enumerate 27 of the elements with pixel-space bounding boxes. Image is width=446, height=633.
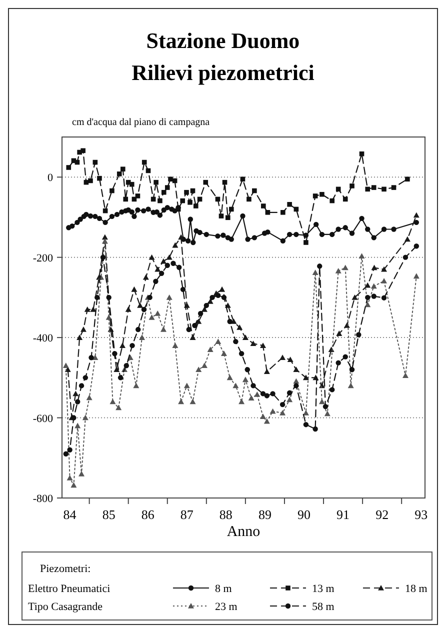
chart-title: Stazione Duomo <box>146 28 300 53</box>
x-tick-label: 89 <box>258 507 272 522</box>
y-tick-label: 0 <box>48 172 54 184</box>
text: Elettro Pneumatici <box>28 583 110 595</box>
text: Tipo Casagrande <box>28 601 103 613</box>
y-tick-label: -600 <box>32 412 54 425</box>
legend-label: 13 m <box>312 583 335 595</box>
x-tick-label: 88 <box>219 507 232 522</box>
x-tick-label: 91 <box>336 507 350 522</box>
x-tick-label: 90 <box>298 507 310 522</box>
x-tick-label: 93 <box>414 507 428 522</box>
x-tick-label: 92 <box>376 507 389 522</box>
legend-title: Piezometri: <box>40 563 91 575</box>
x-axis-title: Anno <box>226 524 260 540</box>
chart-subtitle: Rilievi piezometrici <box>132 60 314 85</box>
legend-label: 18 m <box>405 583 428 595</box>
y-axis-title: cm d'acqua dal piano di campagna <box>72 117 210 128</box>
legend-label: 58 m <box>312 601 335 613</box>
x-tick-label: 84 <box>63 507 77 522</box>
y-tick-label: -800 <box>32 493 54 505</box>
x-tick-label: 85 <box>102 507 116 522</box>
legend-label: 23 m <box>215 601 238 613</box>
legend-label: 8 m <box>215 583 232 595</box>
y-tick-label: -200 <box>32 252 54 264</box>
y-tick-label: -400 <box>32 332 54 345</box>
x-tick-label: 86 <box>141 507 155 522</box>
x-tick-label: 87 <box>180 507 194 522</box>
